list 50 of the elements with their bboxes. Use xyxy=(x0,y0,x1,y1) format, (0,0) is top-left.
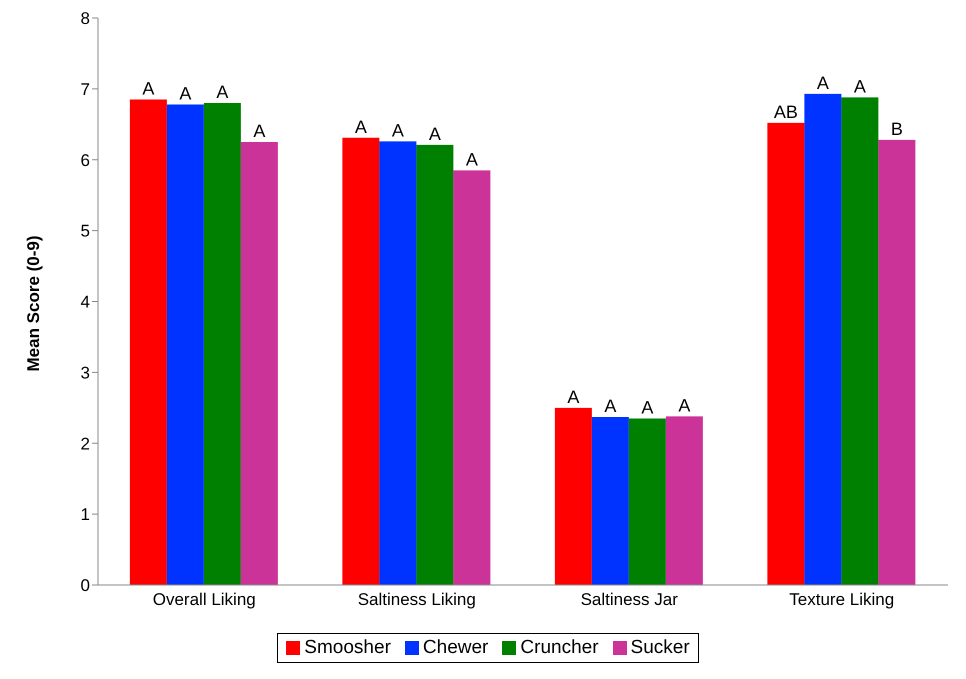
bar xyxy=(628,418,666,585)
bar xyxy=(130,100,167,585)
data-label: A xyxy=(354,116,367,137)
bar xyxy=(841,97,878,585)
x-tick-label: Saltiness Liking xyxy=(358,590,476,610)
legend-label: Chewer xyxy=(422,637,488,659)
data-label: A xyxy=(179,83,192,104)
data-label: A xyxy=(641,397,654,418)
bar xyxy=(416,144,454,585)
data-label: A xyxy=(604,396,616,416)
bar xyxy=(379,141,416,585)
bar xyxy=(666,416,703,585)
data-label: A xyxy=(678,395,690,416)
x-tick-label: Overall Liking xyxy=(152,590,256,610)
bar xyxy=(878,140,916,585)
y-tick-label: 7 xyxy=(80,80,90,99)
data-label: B xyxy=(890,118,903,139)
bar xyxy=(554,408,592,585)
y-tick-label: 1 xyxy=(80,505,90,524)
data-label: A xyxy=(466,149,478,170)
data-label: A xyxy=(816,72,829,93)
y-tick-label: 8 xyxy=(80,9,90,28)
data-label: A xyxy=(567,386,580,407)
bar xyxy=(592,417,629,585)
y-tick-label: 6 xyxy=(80,150,90,170)
bar xyxy=(204,103,241,585)
bar xyxy=(240,142,278,585)
legend-label: Sucker xyxy=(630,637,690,659)
legend-label: Smoosher xyxy=(303,637,391,659)
data-label: AB xyxy=(774,102,798,122)
bar xyxy=(767,122,804,585)
bar xyxy=(453,170,490,585)
y-tick-label: 5 xyxy=(80,222,90,241)
bar xyxy=(166,104,204,585)
data-label: A xyxy=(392,120,404,140)
data-label: A xyxy=(142,78,154,99)
data-label: A xyxy=(253,121,266,142)
y-axis-title: Mean Score (0-9) xyxy=(24,235,44,372)
y-tick-label: 4 xyxy=(80,292,90,312)
data-label: A xyxy=(428,124,441,144)
y-tick-label: 3 xyxy=(80,363,90,382)
y-tick-label: 2 xyxy=(80,434,90,454)
data-label: A xyxy=(854,76,866,96)
data-label: A xyxy=(216,82,228,102)
bar xyxy=(804,94,842,585)
x-tick-label: Saltiness Jar xyxy=(580,590,678,610)
y-tick-label: 0 xyxy=(80,576,90,596)
bar xyxy=(342,138,380,585)
x-tick-label: Texture Liking xyxy=(789,590,894,610)
legend-label: Cruncher xyxy=(519,637,599,659)
